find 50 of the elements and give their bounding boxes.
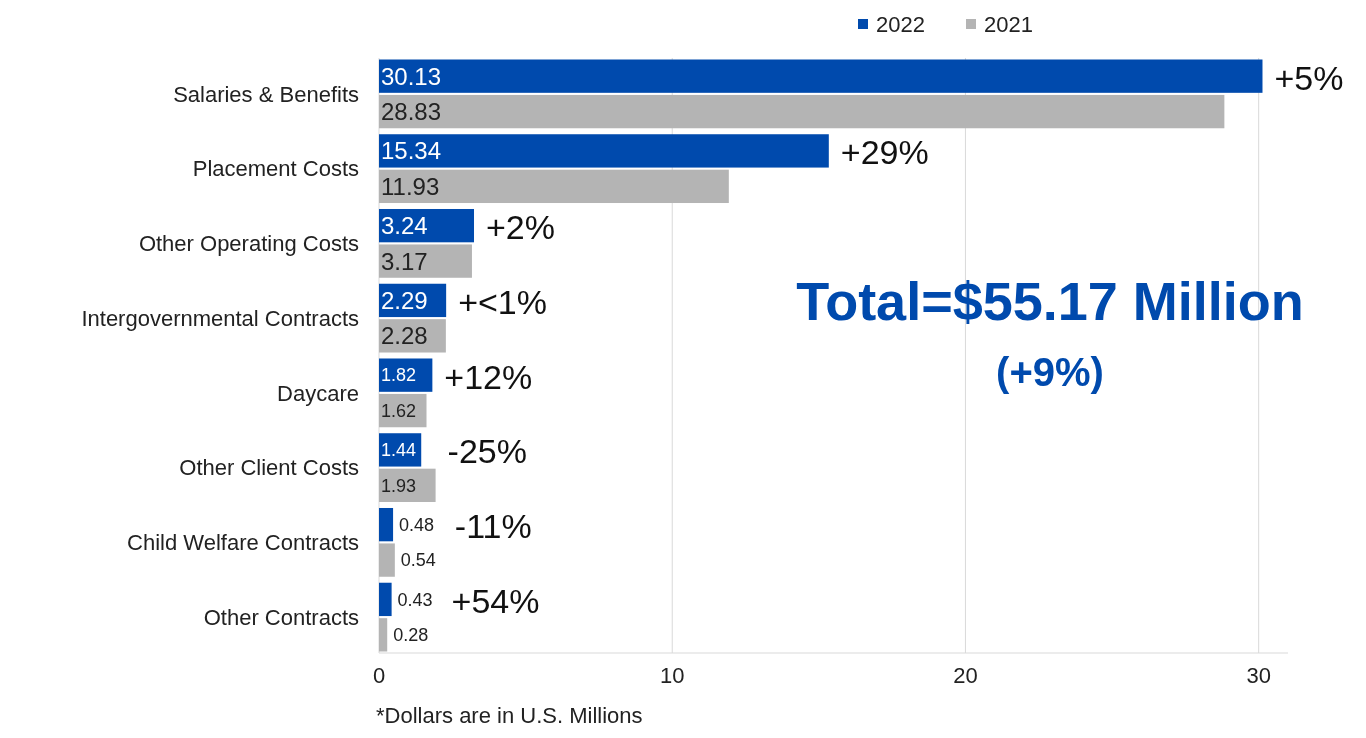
data-label: 2.29	[381, 286, 428, 314]
y-tick-label: Other Client Costs	[179, 455, 359, 481]
data-label: 1.93	[381, 475, 417, 496]
y-tick-label: Child Welfare Contracts	[127, 530, 359, 556]
bar	[379, 507, 394, 542]
annotation: +29%	[840, 133, 929, 172]
data-label: 30.13	[381, 62, 442, 90]
annotation: +54%	[451, 581, 540, 620]
annotation: +5%	[1274, 58, 1344, 97]
bar	[379, 244, 472, 278]
y-tick-label: Intergovernmental Contracts	[81, 305, 359, 331]
annotation: -11%	[454, 507, 532, 546]
y-tick-label: Daycare	[277, 380, 359, 406]
data-label: 0.28	[393, 625, 429, 646]
data-label: 15.34	[381, 137, 442, 165]
y-tick-label: Other Operating Costs	[138, 231, 359, 257]
bar	[379, 134, 829, 168]
x-tick-label: 30	[1246, 663, 1271, 688]
annotation: +12%	[444, 357, 533, 396]
data-label: 0.54	[400, 550, 436, 571]
legend-label: 2021	[984, 11, 1033, 37]
annotation: +<1%	[458, 282, 548, 321]
y-tick-label: Salaries & Benefits	[173, 81, 359, 107]
data-label: 3.24	[381, 212, 428, 240]
data-label: 28.83	[381, 98, 442, 125]
x-tick-label: 0	[372, 663, 386, 688]
data-label: 0.48	[399, 514, 435, 535]
bar	[379, 59, 1263, 93]
data-label: 2.28	[381, 322, 428, 350]
bar	[379, 94, 1225, 129]
bar	[379, 169, 729, 204]
annotation: +2%	[486, 208, 556, 247]
legend-label: 2022	[876, 11, 925, 37]
y-tick-label: Placement Costs	[192, 156, 359, 182]
data-label: 1.62	[381, 400, 417, 421]
bar	[379, 543, 395, 577]
bar	[379, 582, 392, 617]
data-label: 11.93	[381, 172, 440, 200]
x-tick-label: 10	[659, 663, 685, 688]
data-label: 1.44	[381, 440, 417, 461]
annotation: Total=$55.17 Million	[796, 271, 1304, 331]
data-label: 1.82	[381, 365, 417, 386]
y-tick-label: Other Contracts	[203, 604, 359, 630]
text: *Dollars are in U.S. Millions	[376, 703, 643, 728]
annotation: -25%	[447, 432, 527, 471]
annotation: (+9%)	[996, 350, 1104, 394]
x-tick-label: 20	[953, 663, 978, 688]
data-label: 3.17	[381, 247, 428, 275]
data-label: 0.43	[397, 589, 433, 610]
bar	[379, 618, 388, 652]
